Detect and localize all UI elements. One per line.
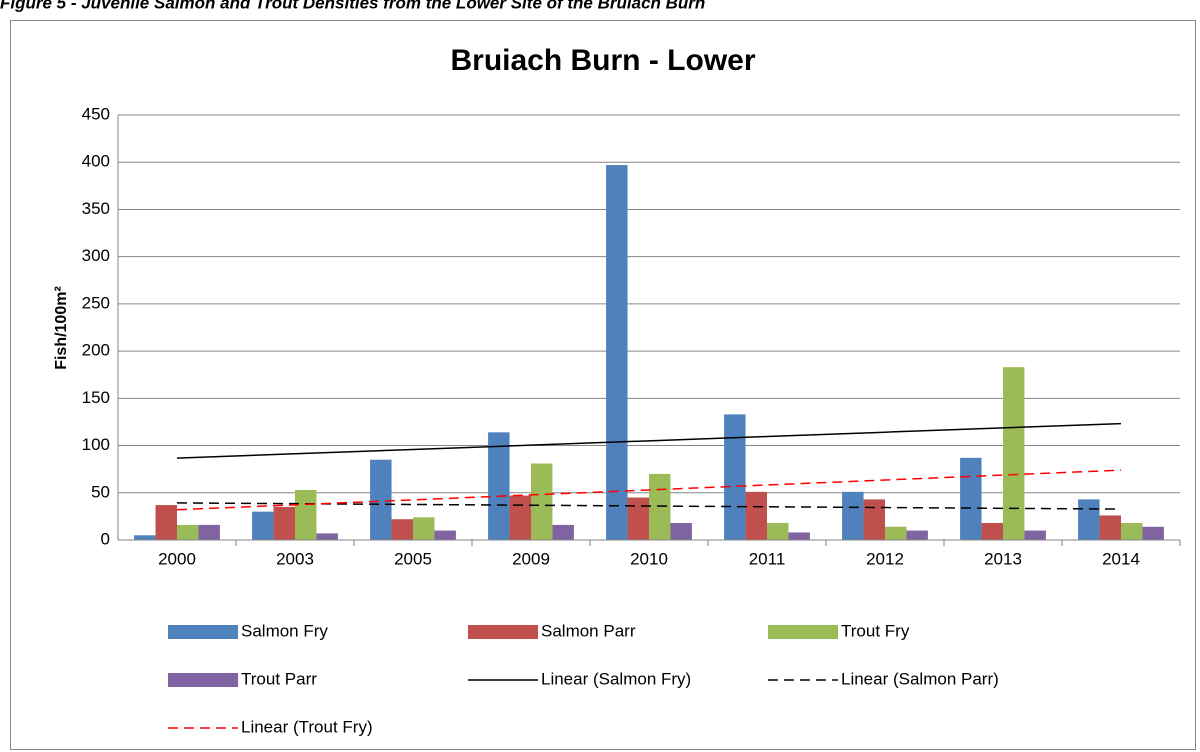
bar [1121, 523, 1143, 540]
trendline [176, 422, 1122, 459]
x-tick-label: 2000 [158, 549, 196, 568]
y-tick-label: 100 [82, 435, 110, 454]
bar [670, 523, 692, 540]
bar [295, 489, 317, 540]
x-tick-label: 2003 [276, 549, 314, 568]
y-tick-label: 50 [91, 482, 110, 501]
y-tick-label: 0 [101, 529, 110, 548]
bar [552, 524, 574, 540]
legend-label: Trout Parr [241, 669, 317, 688]
x-tick-label: 2012 [866, 549, 904, 568]
x-tick-label: 2009 [512, 549, 550, 568]
legend-label: Trout Fry [841, 621, 910, 640]
bar [788, 532, 810, 540]
x-tick-label: 2014 [1102, 549, 1140, 568]
bar [649, 473, 671, 540]
bar [960, 457, 982, 540]
bar [177, 524, 199, 540]
legend-swatch [768, 625, 838, 639]
bar [434, 530, 456, 540]
x-tick-label: 2013 [984, 549, 1022, 568]
legend-swatch [168, 673, 238, 687]
bar [842, 491, 864, 540]
legend-swatch [468, 625, 538, 639]
bar [1078, 499, 1100, 540]
bar [391, 519, 413, 540]
bar [531, 463, 553, 540]
bar [316, 533, 338, 540]
bar [606, 165, 628, 541]
legend-label: Linear (Trout Fry) [241, 717, 373, 736]
bar [885, 526, 907, 540]
legend-swatch [168, 625, 238, 639]
legend-label: Salmon Parr [541, 621, 636, 640]
y-tick-label: 150 [82, 388, 110, 407]
bar [1024, 530, 1046, 540]
legend-label: Linear (Salmon Parr) [841, 669, 999, 688]
chart-title: Bruiach Burn - Lower [450, 44, 755, 77]
bar [134, 535, 156, 540]
y-tick-label: 350 [82, 199, 110, 218]
bar [198, 524, 220, 540]
x-tick-label: 2005 [394, 549, 432, 568]
bar [155, 505, 177, 540]
bar [981, 523, 1003, 540]
legend-label: Salmon Fry [241, 621, 328, 640]
x-tick-label: 2011 [749, 549, 786, 568]
bar [1142, 526, 1164, 540]
y-tick-label: 450 [82, 104, 110, 123]
bar [370, 459, 392, 540]
legend-label: Linear (Salmon Fry) [541, 669, 691, 688]
bar [488, 432, 510, 540]
trendline [176, 469, 1122, 511]
bar [509, 495, 531, 540]
bar [767, 523, 789, 540]
y-tick-label: 300 [82, 246, 110, 265]
trendline [176, 502, 1122, 510]
bar [906, 530, 928, 540]
bar [1003, 367, 1025, 540]
bar [863, 499, 885, 540]
bar [1099, 515, 1121, 540]
y-tick-label: 400 [82, 152, 110, 171]
bar [273, 506, 295, 540]
y-tick-label: 200 [82, 341, 110, 360]
bar [413, 517, 435, 540]
bar [627, 497, 649, 540]
figure-caption: Figure 5 - Juvenile Salmon and Trout Den… [0, 0, 705, 12]
bar [724, 414, 746, 540]
bar [252, 511, 274, 540]
x-tick-label: 2010 [630, 549, 668, 568]
y-tick-label: 250 [82, 293, 110, 312]
bar [745, 491, 767, 540]
y-axis-label: Fish/100m² [53, 286, 70, 370]
